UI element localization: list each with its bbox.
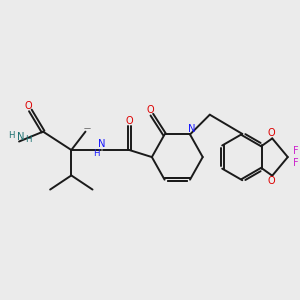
Text: H: H (8, 131, 15, 140)
Text: N: N (188, 124, 195, 134)
Text: O: O (147, 105, 154, 115)
Text: O: O (267, 176, 274, 186)
Text: O: O (267, 128, 274, 138)
Text: H: H (25, 135, 32, 144)
Text: O: O (125, 116, 133, 126)
Text: F: F (293, 158, 299, 168)
Text: O: O (24, 101, 32, 111)
Text: N: N (98, 139, 105, 149)
Text: F: F (293, 146, 299, 156)
Text: N: N (17, 132, 24, 142)
Text: H: H (93, 149, 100, 158)
Text: —: — (83, 125, 90, 131)
